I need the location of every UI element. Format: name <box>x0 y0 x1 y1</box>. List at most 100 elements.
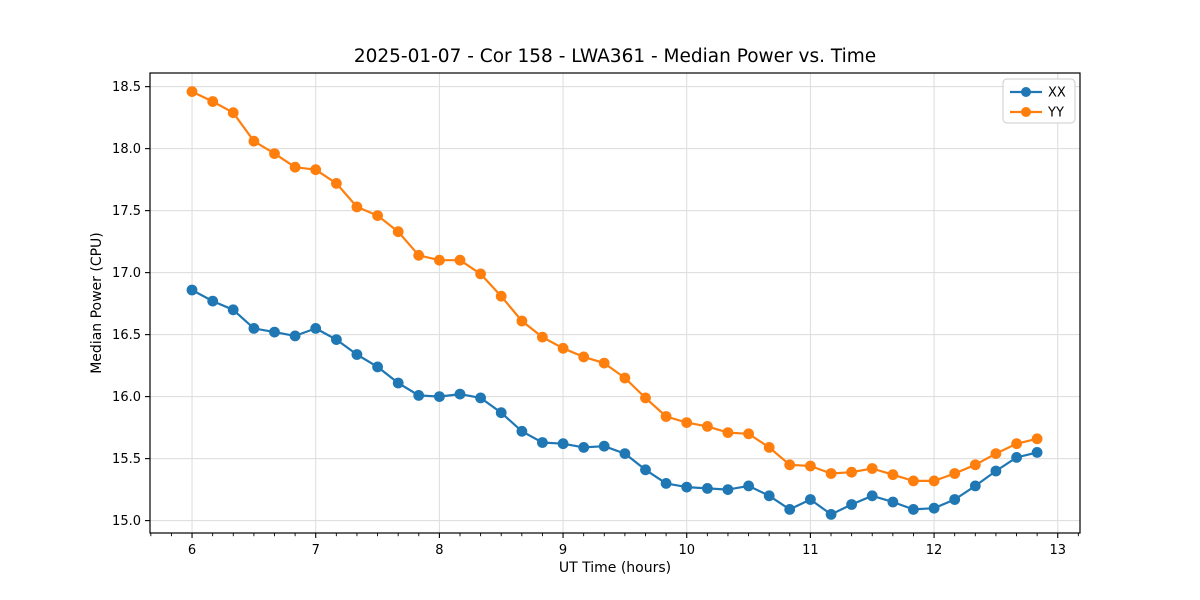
series-marker-XX <box>702 483 713 494</box>
series-marker-YY <box>186 86 198 97</box>
series-marker-XX <box>763 490 775 502</box>
series-marker-XX <box>681 481 693 493</box>
x-axis-tick-label: 13 <box>1049 543 1066 558</box>
legend-label-XX: XX <box>1048 86 1066 101</box>
series-marker-XX <box>186 284 198 296</box>
series-marker-YY <box>702 421 713 432</box>
series-marker-YY <box>516 315 528 327</box>
series-marker-XX <box>557 438 569 450</box>
series-marker-YY <box>454 254 466 266</box>
x-axis-tick-label: 7 <box>312 543 320 558</box>
series-marker-XX <box>392 377 404 389</box>
y-axis-tick-label: 18.0 <box>112 142 141 157</box>
x-axis-tick-label: 8 <box>435 543 443 558</box>
series-marker-XX <box>825 509 837 520</box>
series-marker-YY <box>207 96 219 107</box>
series-marker-XX <box>598 440 610 452</box>
series-marker-XX <box>866 490 878 502</box>
series-marker-XX <box>372 361 383 373</box>
plot-border <box>149 72 1081 534</box>
series-marker-XX <box>660 478 672 489</box>
series-marker-YY <box>1011 438 1022 450</box>
series-marker-YY <box>866 463 878 474</box>
series-marker-XX <box>516 425 528 437</box>
series-marker-YY <box>392 226 404 238</box>
y-axis-tick-label: 15.0 <box>112 514 141 529</box>
series-marker-XX <box>289 330 301 342</box>
series-marker-XX <box>805 494 816 505</box>
series-marker-XX <box>1011 452 1022 463</box>
series-marker-YY <box>784 459 796 471</box>
series-marker-YY <box>434 254 445 266</box>
series-marker-XX <box>908 504 919 515</box>
series-marker-YY <box>248 135 260 147</box>
y-axis-tick-label: 16.5 <box>112 328 141 343</box>
series-marker-YY <box>722 427 734 438</box>
series-marker-XX <box>248 323 260 334</box>
series-marker-YY <box>743 428 754 440</box>
series-marker-YY <box>908 475 919 487</box>
series-marker-YY <box>557 342 569 354</box>
series-marker-YY <box>640 392 651 404</box>
series-marker-YY <box>578 351 590 363</box>
series-marker-XX <box>619 448 631 459</box>
series-marker-XX <box>990 465 1002 477</box>
series-marker-XX <box>949 494 961 505</box>
series-marker-YY <box>331 178 342 189</box>
series-marker-XX <box>969 480 981 492</box>
series-marker-XX <box>578 442 590 453</box>
x-axis-tick-label: 11 <box>802 543 819 558</box>
series-marker-XX <box>269 326 280 338</box>
series-marker-YY <box>928 475 940 487</box>
series-marker-XX <box>454 388 466 400</box>
series-marker-YY <box>372 210 383 222</box>
series-marker-XX <box>537 437 548 448</box>
series-marker-YY <box>763 442 775 453</box>
series-marker-YY <box>990 448 1002 459</box>
series-marker-XX <box>640 464 651 476</box>
chart-title: 2025-01-07 - Cor 158 - LWA361 - Median P… <box>353 46 877 67</box>
series-marker-YY <box>475 268 486 280</box>
series-marker-YY <box>825 468 837 479</box>
series-marker-YY <box>846 466 857 478</box>
series-marker-YY <box>887 469 899 481</box>
x-axis-tick-label: 12 <box>926 543 943 558</box>
series-marker-XX <box>1031 447 1043 458</box>
y-axis-label: Median Power (CPU) <box>89 232 105 374</box>
x-axis-label: UT Time (hours) <box>558 560 672 576</box>
series-marker-XX <box>743 480 754 492</box>
series-marker-YY <box>969 459 981 471</box>
series-marker-XX <box>351 349 363 360</box>
series-marker-XX <box>207 295 219 307</box>
series-marker-XX <box>331 334 342 345</box>
y-axis-tick-label: 17.0 <box>112 266 141 281</box>
series-marker-XX <box>495 407 507 419</box>
series-marker-YY <box>351 201 363 213</box>
series-marker-YY <box>805 460 816 472</box>
y-axis-tick-label: 18.5 <box>112 80 141 95</box>
series-marker-YY <box>537 331 548 343</box>
legend-marker-XX <box>1021 87 1031 97</box>
series-marker-XX <box>434 391 445 402</box>
series-marker-XX <box>887 496 899 508</box>
series-marker-YY <box>598 357 610 369</box>
series-marker-YY <box>660 411 672 422</box>
y-axis-tick-label: 16.0 <box>112 390 141 405</box>
series-marker-XX <box>413 390 425 401</box>
series-marker-YY <box>310 164 322 176</box>
x-axis-tick-label: 9 <box>559 543 567 558</box>
legend-label-YY: YY <box>1047 106 1064 121</box>
series-marker-YY <box>681 417 693 428</box>
series-marker-XX <box>784 504 796 515</box>
y-axis-tick-label: 15.5 <box>112 452 141 467</box>
series-marker-XX <box>310 323 322 334</box>
y-axis-tick-label: 17.5 <box>112 204 141 219</box>
series-marker-XX <box>475 392 486 404</box>
x-axis-tick-label: 6 <box>188 543 196 558</box>
series-marker-YY <box>289 161 301 173</box>
series-marker-XX <box>722 484 734 495</box>
series-marker-XX <box>227 304 239 316</box>
series-marker-XX <box>928 502 940 514</box>
